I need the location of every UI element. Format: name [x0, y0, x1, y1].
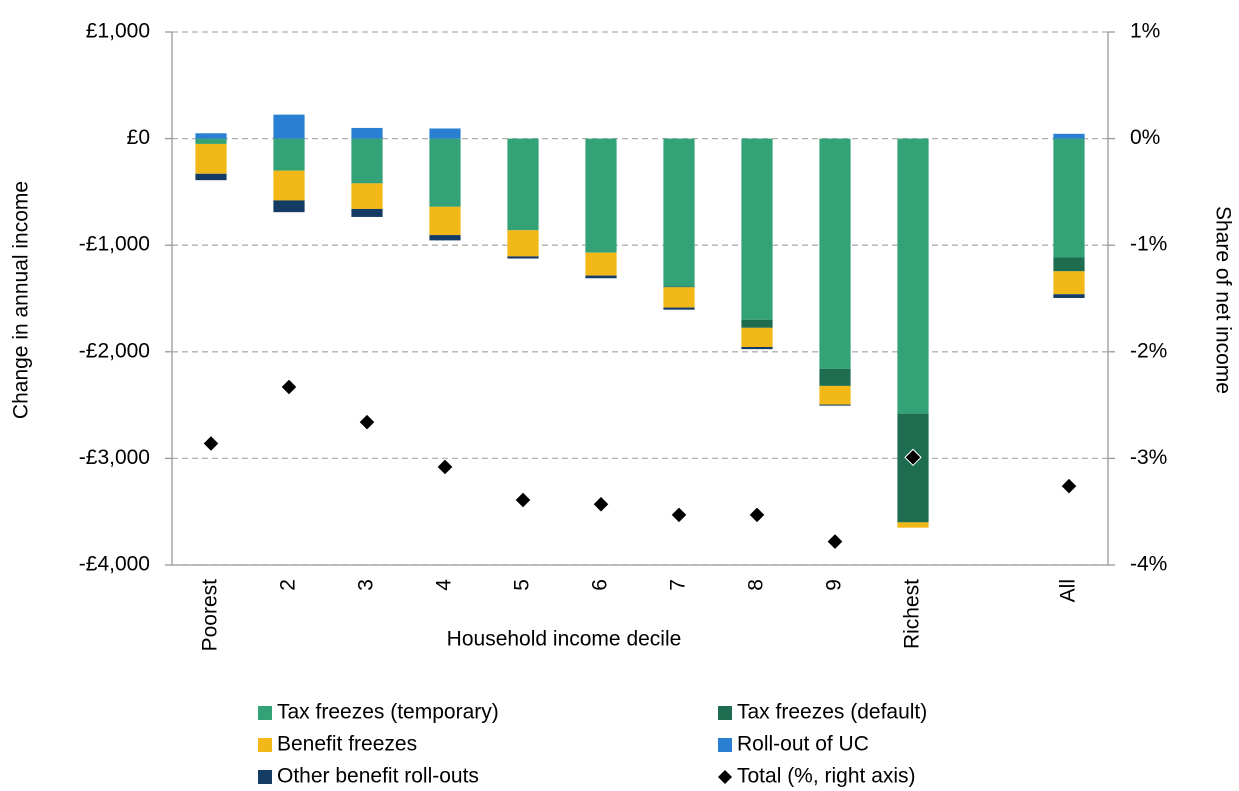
y-tick-label: -£2,000: [79, 339, 150, 362]
bar-segment: [897, 413, 929, 523]
x-tick-label: 8: [745, 579, 768, 591]
bar-segment: [585, 252, 617, 276]
legend-swatch: [258, 770, 272, 784]
bar-segment: [351, 127, 383, 139]
bar-segment: [897, 138, 929, 414]
legend-label: Other benefit roll-outs: [277, 765, 479, 788]
y-tick-label: £0: [127, 126, 150, 149]
total-marker: [670, 506, 688, 524]
bar-segment: [663, 307, 695, 310]
bar-segment: [195, 138, 227, 144]
legend-swatch: [258, 738, 272, 752]
total-marker: [514, 491, 532, 509]
bar-segment: [741, 327, 773, 348]
bar-segment: [741, 319, 773, 328]
bar-segment: [351, 208, 383, 217]
bar-segment: [429, 235, 461, 241]
bar-segment: [273, 200, 305, 213]
x-tick-label: 5: [511, 579, 534, 591]
total-marker: [280, 378, 298, 396]
bar-segment: [585, 275, 617, 279]
total-marker: [1060, 477, 1078, 495]
legend-label: Tax freezes (default): [737, 701, 927, 724]
total-marker: [826, 532, 844, 551]
y-tick-label: -£4,000: [79, 553, 150, 576]
bar-segment: [1053, 257, 1085, 272]
total-marker: [202, 434, 220, 453]
bar-segment: [429, 206, 461, 236]
bar-segment: [1053, 294, 1085, 298]
bar-segment: [429, 138, 461, 207]
bar-segment: [429, 128, 461, 139]
bar-segment: [351, 138, 383, 184]
bar-segment: [195, 133, 227, 139]
x-tick-label: Poorest: [199, 579, 222, 652]
bar-segment: [741, 347, 773, 350]
legend-swatch: [718, 738, 732, 752]
bar-segment: [273, 138, 305, 171]
legend-swatch: [718, 706, 732, 720]
bar-segment: [507, 230, 539, 257]
bar-segment: [897, 522, 929, 528]
x-tick-label: 2: [277, 579, 300, 591]
bar-segment: [819, 404, 851, 406]
x-axis-label: Household income decile: [447, 628, 682, 651]
y2-tick-label: -4%: [1130, 553, 1167, 576]
bar-segment: [819, 138, 851, 369]
x-tick-label: 3: [355, 579, 378, 591]
y2-tick-label: -2%: [1130, 339, 1167, 362]
y-tick-label: -£3,000: [79, 446, 150, 469]
bar-segment: [1053, 138, 1085, 258]
bar-segment: [819, 368, 851, 386]
bar-segment: [273, 114, 305, 139]
x-tick-label: 9: [823, 579, 846, 591]
bar-segment: [585, 138, 617, 253]
bar-segment: [273, 170, 305, 201]
y2-tick-label: 0%: [1130, 126, 1160, 149]
y2-axis-label: Share of net income: [1211, 206, 1234, 394]
legend-marker: [718, 770, 732, 784]
y-tick-label: £1,000: [86, 20, 150, 43]
total-marker: [358, 413, 376, 431]
legend-label: Total (%, right axis): [737, 765, 916, 788]
bar-segment: [351, 183, 383, 209]
x-tick-label: 6: [589, 579, 612, 591]
y2-tick-label: 1%: [1130, 20, 1160, 43]
legend-label: Tax freezes (temporary): [277, 701, 499, 724]
total-marker: [436, 458, 454, 476]
x-tick-label: 7: [667, 579, 690, 591]
legend-label: Roll-out of UC: [737, 733, 869, 756]
bar-segment: [1053, 133, 1085, 139]
bar-segment: [195, 143, 227, 174]
y2-tick-label: -1%: [1130, 233, 1167, 256]
bar-segment: [819, 385, 851, 405]
x-tick-label: Richest: [901, 579, 924, 649]
total-marker: [748, 506, 766, 524]
y2-tick-label: -3%: [1130, 446, 1167, 469]
bar-segment: [663, 287, 695, 308]
bar-segment: [1053, 271, 1085, 295]
x-tick-label: 4: [433, 579, 456, 591]
bar-segment: [507, 256, 539, 259]
x-tick-label: All: [1057, 579, 1080, 602]
legend-swatch: [258, 706, 272, 720]
bar-segment: [741, 138, 773, 320]
bar-segment: [507, 138, 539, 231]
y-axis-label: Change in annual income: [10, 181, 33, 419]
y-tick-label: -£1,000: [79, 233, 150, 256]
bar-segment: [663, 286, 695, 288]
legend-label: Benefit freezes: [277, 733, 417, 756]
total-marker: [592, 495, 610, 513]
bar-segment: [195, 173, 227, 181]
bar-segment: [663, 138, 695, 287]
total-marker: [904, 448, 922, 467]
